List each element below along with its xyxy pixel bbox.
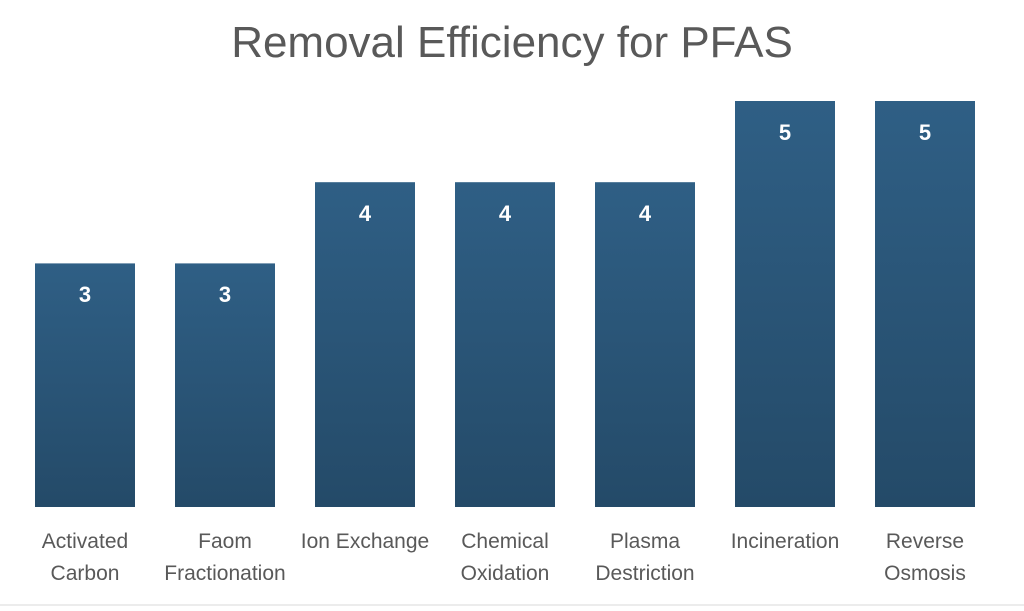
- value-label: 4: [499, 201, 512, 226]
- value-label: 5: [919, 120, 931, 145]
- x-tick-label: Incineration: [730, 530, 840, 553]
- x-tick-label: Chemical Oxidation: [460, 530, 550, 585]
- bar: [455, 182, 555, 507]
- value-label: 3: [219, 282, 231, 307]
- bar: [595, 182, 695, 507]
- bar: [175, 263, 275, 507]
- bar: [735, 101, 835, 507]
- chart-title: Removal Efficiency for PFAS: [231, 18, 793, 67]
- bar: [875, 101, 975, 507]
- x-tick-label: Faom Fractionation: [164, 530, 286, 585]
- value-label: 4: [359, 201, 372, 226]
- bar: [35, 263, 135, 507]
- value-label: 4: [639, 201, 652, 226]
- x-tick-label: Reverse Osmosis: [884, 530, 966, 585]
- bar: [315, 182, 415, 507]
- value-label: 5: [779, 120, 791, 145]
- value-label: 3: [79, 282, 91, 307]
- x-tick-label: Plasma Destriction: [595, 530, 695, 585]
- x-tick-label: Activated Carbon: [41, 530, 129, 585]
- x-tick-label: Ion Exchange: [300, 530, 430, 553]
